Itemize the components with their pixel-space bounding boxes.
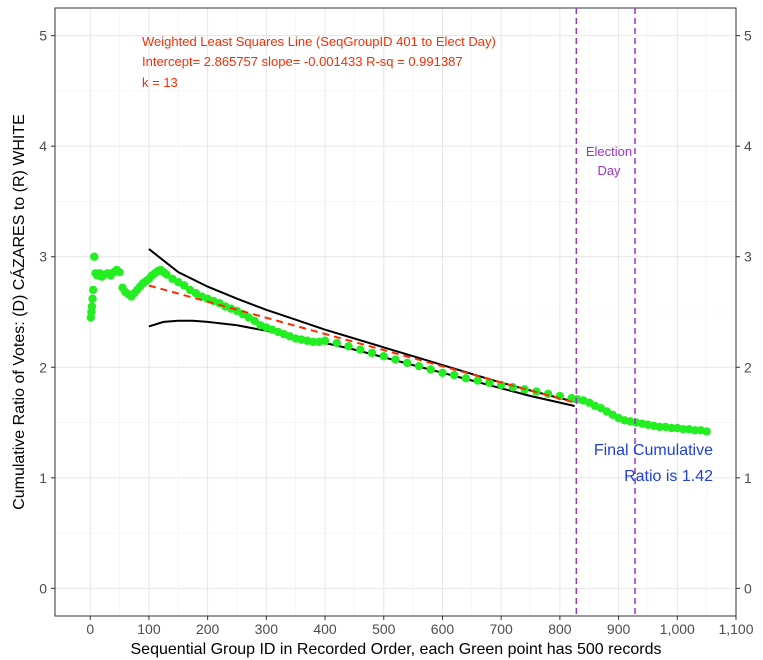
y-tick-label-left: 0	[39, 580, 47, 596]
data-point	[162, 270, 171, 279]
data-point	[88, 294, 97, 303]
grid	[55, 8, 737, 616]
wls-fit-line	[148, 284, 575, 404]
x-tick-label: 0	[86, 621, 94, 637]
data-point	[250, 316, 259, 326]
y-tick-label-right: 2	[744, 359, 752, 375]
final-ratio-label-line1: Final Cumulative	[594, 442, 713, 459]
y-tick-label-left: 5	[39, 28, 47, 44]
data-point	[356, 345, 365, 354]
data-point	[367, 348, 377, 358]
data-point	[332, 338, 341, 348]
y-tick-label-left: 1	[39, 470, 47, 486]
x-tick-label: 1,100	[718, 621, 753, 637]
data-point	[87, 302, 97, 311]
y-tick-label-right: 1	[744, 470, 752, 486]
data-point	[90, 252, 99, 261]
data-point	[179, 281, 189, 290]
x-tick-label: 800	[548, 621, 572, 637]
lower-prediction-band	[148, 319, 575, 407]
data-point	[690, 426, 700, 435]
x-axis-title: Sequential Group ID in Recorded Order, e…	[131, 641, 662, 658]
x-tick-label: 200	[196, 621, 220, 637]
data-point	[403, 358, 412, 368]
data-point	[667, 423, 676, 433]
data-point	[320, 336, 330, 345]
y-tick-label-left: 3	[39, 249, 47, 265]
data-point	[461, 374, 471, 383]
wls-params-annotation: Intercept= 2.865757 slope= -0.001433 R-s…	[142, 54, 463, 69]
y-axis-title: Cumulative Ratio of Votes: (D) CÁZARES t…	[9, 114, 28, 510]
x-tick-label: 700	[489, 621, 513, 637]
confidence-bands	[148, 248, 575, 407]
data-point	[344, 342, 353, 351]
x-tick-label: 300	[255, 621, 279, 637]
data-point	[379, 352, 388, 361]
data-point	[414, 361, 424, 371]
data-point	[473, 376, 482, 385]
data-point	[678, 424, 688, 434]
x-tick-label: 100	[137, 621, 161, 637]
data-point	[485, 378, 494, 387]
final-ratio-label-line2: Ratio is 1.42	[624, 468, 713, 485]
y-tick-label-left: 4	[39, 138, 47, 154]
election-day-label-line1: Election	[586, 144, 632, 159]
data-point	[543, 389, 553, 399]
x-tick-label: 900	[607, 621, 631, 637]
election-day-label-line2: Day	[597, 163, 621, 178]
data-point	[391, 355, 400, 364]
y-tick-label-right: 4	[744, 138, 752, 154]
x-tick-label: 400	[313, 621, 337, 637]
data-point	[309, 337, 318, 347]
x-tick-label: 500	[372, 621, 396, 637]
data-point	[115, 268, 124, 277]
election-lines	[575, 8, 636, 616]
data-point	[438, 368, 447, 377]
wls-title-annotation: Weighted Least Squares Line (SeqGroupID …	[142, 34, 496, 49]
y-tick-label-right: 5	[744, 28, 752, 44]
data-points	[86, 252, 711, 436]
data-point	[426, 365, 435, 374]
axis-ticks: 0 100 200 300 400 500 600 700 800 900 1,000 1,100 0 0…	[39, 28, 754, 637]
y-tick-label-right: 0	[744, 580, 752, 596]
x-tick-label: 1,000	[660, 621, 695, 637]
plot-panel-border	[54, 7, 737, 617]
data-point	[450, 370, 459, 380]
x-tick-label: 600	[431, 621, 455, 637]
data-point	[702, 427, 711, 436]
y-tick-label-right: 3	[744, 249, 752, 265]
data-point	[88, 285, 98, 295]
wls-k-annotation: k = 13	[142, 75, 178, 90]
y-tick-label-left: 2	[39, 359, 47, 375]
upper-prediction-band	[148, 248, 575, 403]
data-point	[655, 422, 664, 432]
fit-line-layer	[148, 284, 575, 404]
